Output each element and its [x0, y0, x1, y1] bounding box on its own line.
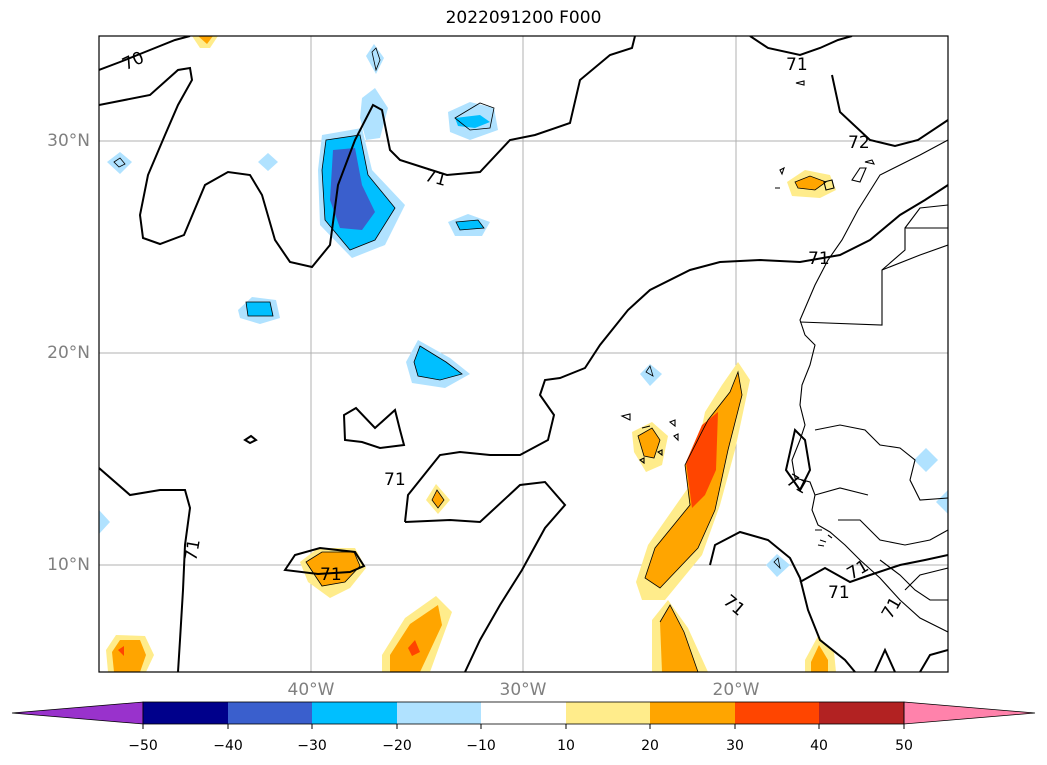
colorbar-bin	[735, 702, 819, 724]
anomaly-patch	[330, 148, 375, 230]
contour-label: 71	[384, 470, 406, 490]
colorbar-bin	[819, 702, 904, 724]
map-title: 2022091200 F000	[445, 8, 602, 28]
negative-anomaly-patches	[99, 44, 948, 577]
colorbar-bin	[566, 702, 650, 724]
colorbar-tick-label: 10	[557, 738, 575, 754]
contour-line	[831, 74, 948, 148]
anomaly-patch	[118, 646, 124, 656]
contour-line	[709, 530, 856, 672]
colorbar-tick-label: 40	[810, 738, 828, 754]
coastline	[620, 80, 948, 633]
colorbar-extend-high	[903, 701, 1036, 725]
lat-label-20n: 20°N	[47, 343, 90, 363]
colorbar-bin	[481, 702, 566, 724]
contour-line	[342, 406, 406, 450]
contour-label: 71	[719, 591, 748, 620]
anomaly-patch	[686, 412, 718, 508]
anomaly-patch	[414, 346, 462, 380]
contour-line	[404, 480, 567, 672]
colorbar-bin	[143, 702, 228, 724]
lon-label-20w: 20°W	[712, 680, 760, 700]
colorbar-tick-label: −30	[297, 738, 327, 754]
anomaly-patch	[408, 640, 420, 656]
colorbar	[11, 701, 1036, 729]
anomaly-patch	[936, 490, 948, 514]
patch-outlines	[113, 47, 827, 672]
anomaly-patch	[360, 88, 388, 140]
colorbar-tick-label: −50	[128, 738, 158, 754]
colorbar-bin	[397, 702, 481, 724]
contour-line	[99, 36, 636, 269]
gridlines	[99, 36, 948, 672]
lon-label-30w: 30°W	[499, 680, 547, 700]
anomaly-patch	[246, 302, 273, 316]
contour-label: 71	[423, 166, 449, 191]
anomaly-patch	[366, 44, 384, 74]
contour-label: 71	[786, 55, 808, 75]
anomaly-patch	[390, 605, 442, 672]
anomaly-patch	[456, 220, 484, 230]
colorbar-tick-label: 50	[895, 738, 913, 754]
anomaly-patch	[306, 552, 360, 586]
contour-line	[283, 546, 366, 576]
anomaly-patch	[258, 153, 278, 171]
anomaly-patch	[660, 605, 698, 672]
colorbar-bin	[228, 702, 312, 724]
anomaly-patch	[914, 448, 938, 472]
colorbar-tick-label: −10	[466, 738, 496, 754]
contour-label: 71	[878, 594, 906, 623]
contour-line	[874, 647, 896, 672]
anomaly-patch	[198, 36, 213, 44]
colorbar-tick-label: −40	[213, 738, 243, 754]
contour-line	[404, 184, 948, 523]
anomaly-patch	[811, 645, 828, 672]
contour-label: 71	[181, 538, 204, 563]
contour-line	[919, 649, 948, 672]
contour-line	[99, 467, 192, 672]
lon-label-40w: 40°W	[287, 680, 335, 700]
anomaly-patch	[112, 640, 146, 672]
colorbar-bin	[312, 702, 397, 724]
plot-frame	[98, 35, 949, 673]
contour-label: 71	[320, 565, 342, 585]
contour-label: 71	[828, 583, 850, 603]
anomaly-patch	[638, 428, 660, 458]
colorbar-bin	[650, 702, 735, 724]
anomaly-patch	[99, 510, 110, 534]
lat-label-10n: 10°N	[47, 555, 90, 575]
colorbar-tick-label: 30	[726, 738, 744, 754]
colorbar-tick-label: 20	[641, 738, 659, 754]
lat-label-30n: 30°N	[47, 131, 90, 151]
contour-labels: 70 71 71 71 71 71 71 71 71 71 72 71 71	[119, 48, 906, 623]
anomaly-patch	[107, 152, 132, 174]
contour-line	[99, 36, 191, 71]
contour-label: 72	[848, 133, 870, 153]
contour-line	[749, 36, 853, 57]
positive-anomaly-patches	[106, 36, 836, 672]
colorbar-extend-low	[11, 701, 144, 725]
contour-lines	[99, 36, 948, 672]
contour-label: 71	[808, 249, 830, 269]
colorbar-tick-label: −20	[382, 738, 412, 754]
contour-line	[243, 434, 258, 445]
contour-line	[784, 428, 812, 492]
contour-line	[799, 554, 948, 584]
